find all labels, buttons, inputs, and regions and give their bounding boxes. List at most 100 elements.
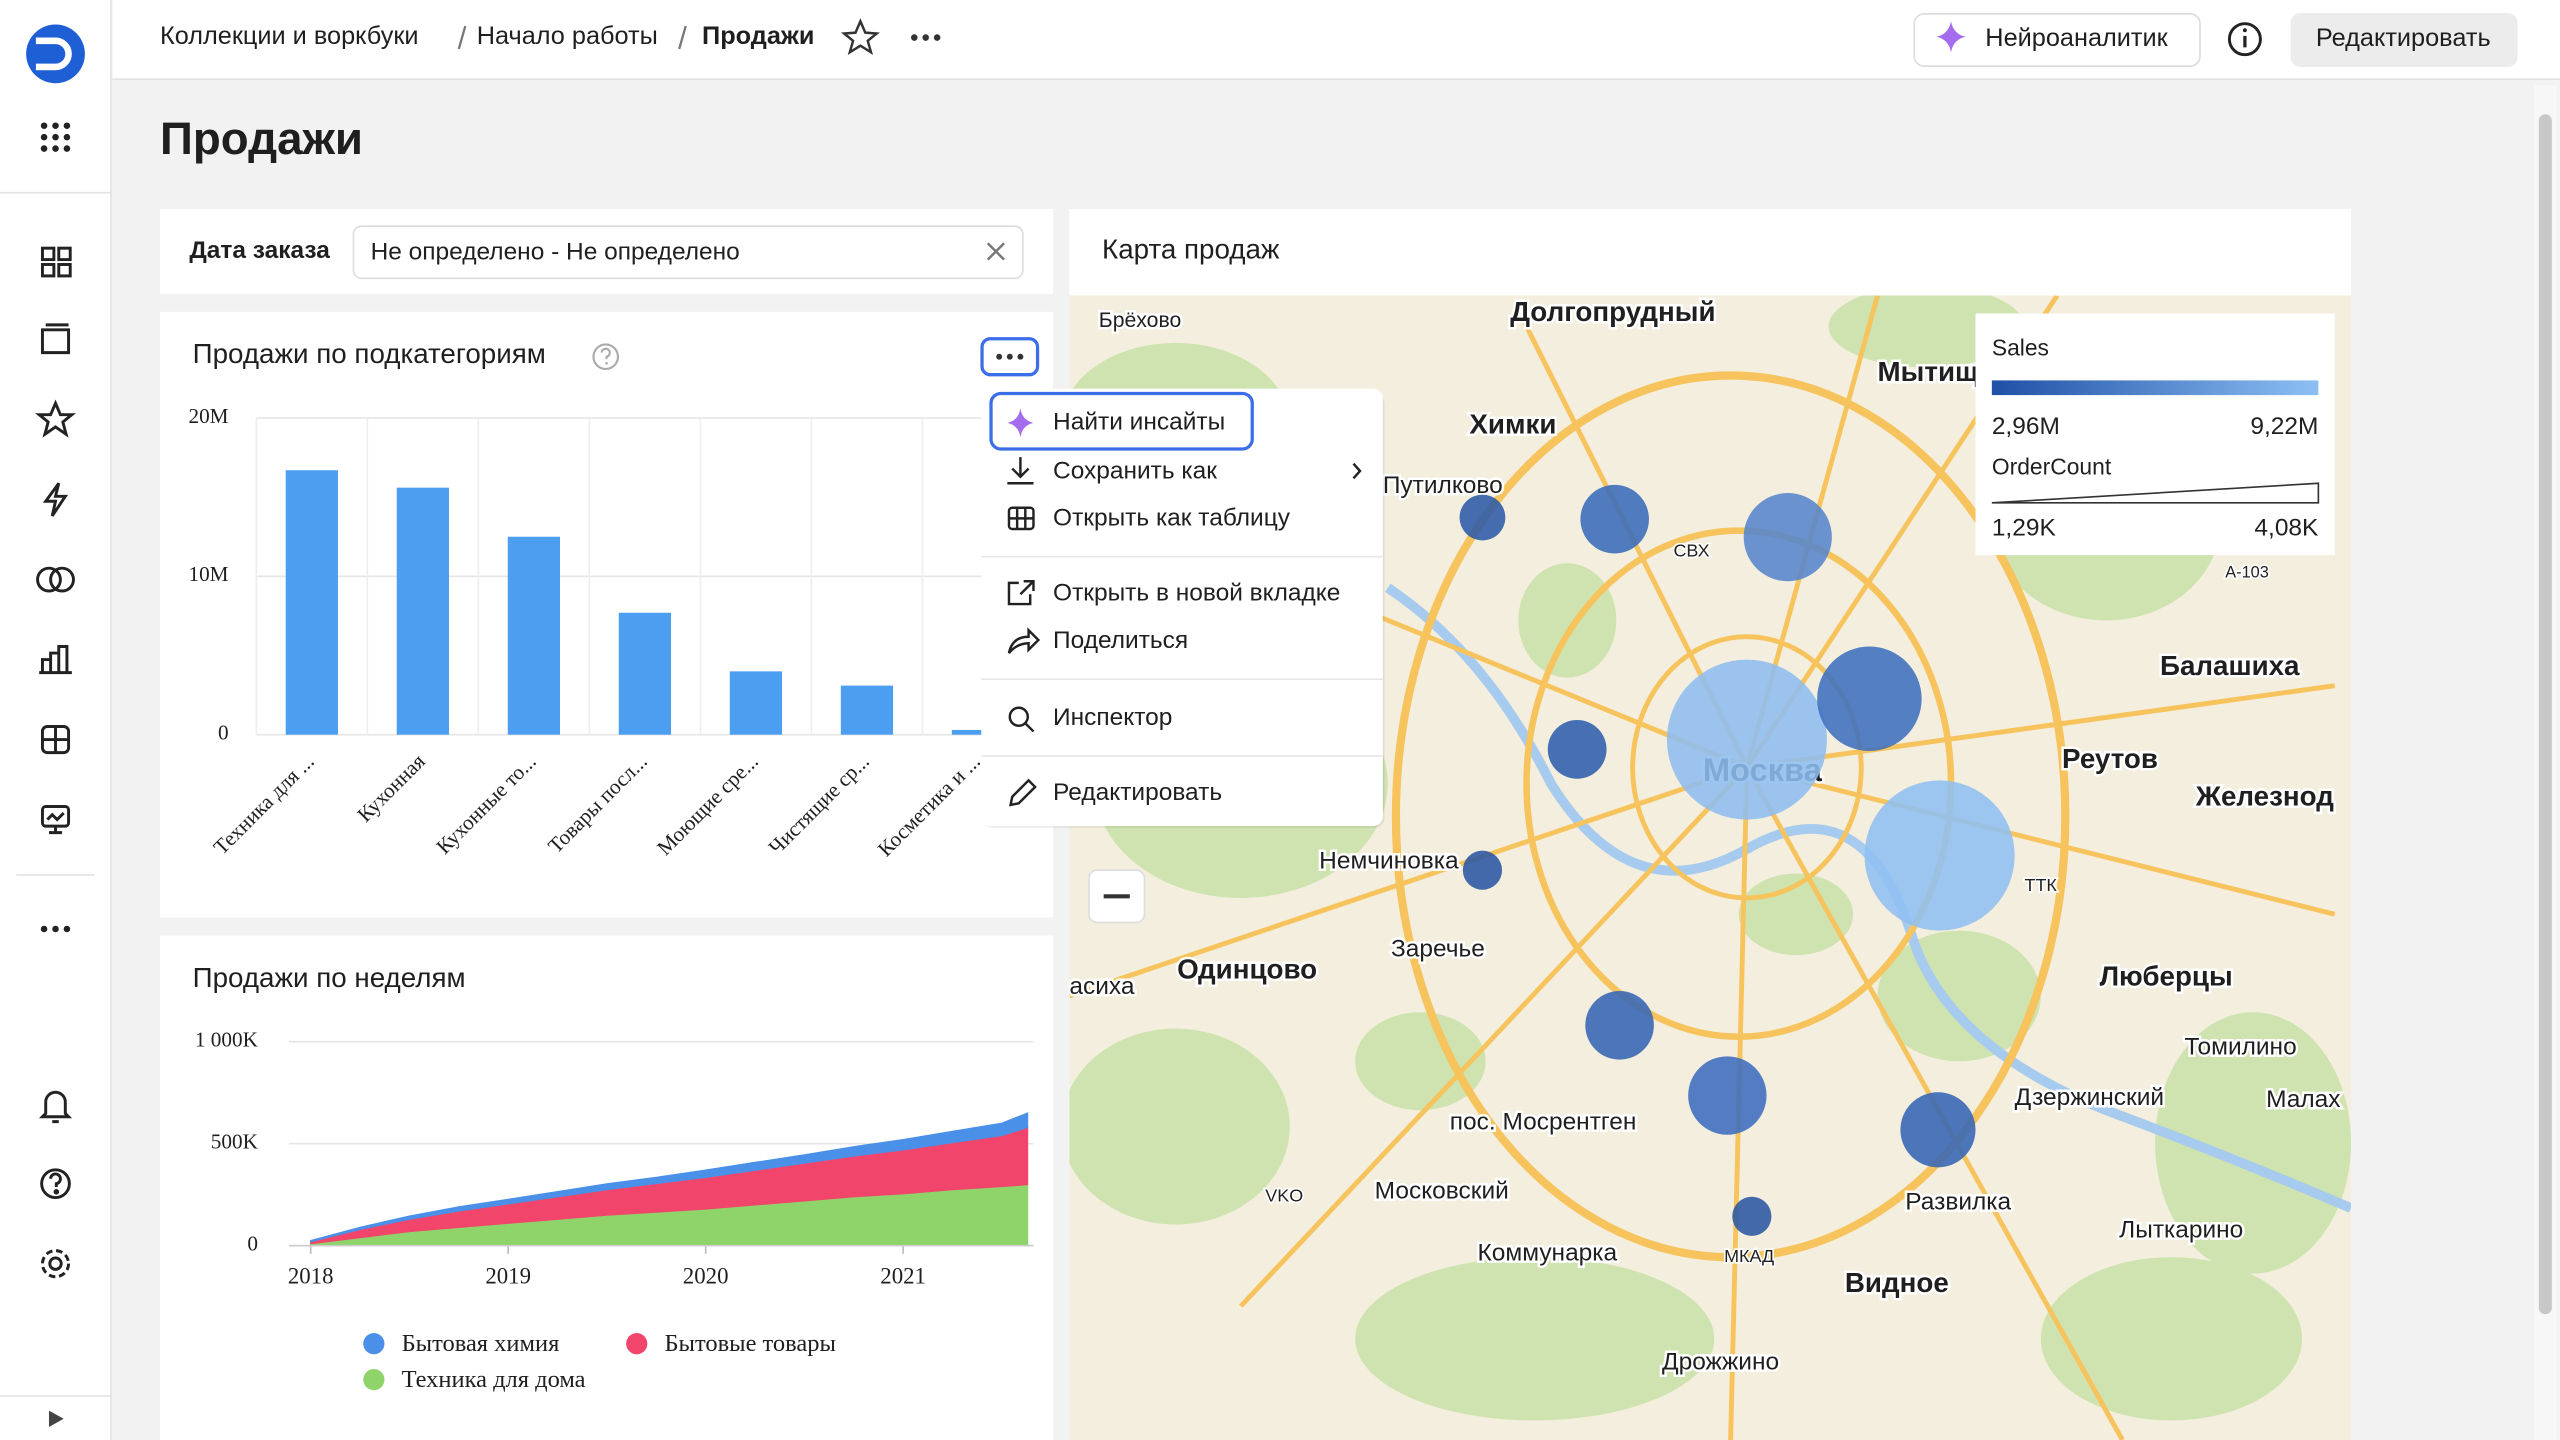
breadcrumb[interactable]: Начало работы bbox=[477, 22, 658, 50]
map-title: Карта продаж bbox=[1102, 234, 1280, 265]
settings-icon[interactable] bbox=[40, 1249, 71, 1279]
y-tick-label: 500K bbox=[211, 1130, 259, 1154]
y-tick-label: 0 bbox=[218, 721, 229, 745]
scrollbar-thumb[interactable] bbox=[2538, 114, 2552, 1315]
area-chart: 0 500K 1 000K 2018 2019 2020 2021 Бытовая химия… bbox=[195, 1028, 1034, 1393]
legend-max: 9,22M bbox=[2250, 413, 2318, 440]
logo[interactable] bbox=[26, 24, 85, 84]
map-bubble[interactable] bbox=[1580, 484, 1649, 554]
map-label: МКАД bbox=[1724, 1246, 1774, 1266]
map-legend bbox=[1975, 313, 2335, 556]
menu-item[interactable]: Редактировать bbox=[1053, 779, 1222, 806]
collections-icon[interactable] bbox=[40, 323, 71, 355]
favorites-icon[interactable] bbox=[35, 399, 76, 438]
map-bubble[interactable] bbox=[1864, 780, 2015, 931]
neuro-button[interactable] bbox=[1913, 13, 2201, 67]
menu-item[interactable]: Открыть в новой вкладке bbox=[1053, 580, 1340, 607]
monitor-icon[interactable] bbox=[40, 805, 71, 835]
chart-title: Продажи по подкатегориям bbox=[193, 338, 546, 369]
map-label: Одинцово bbox=[1177, 954, 1317, 985]
edit-button-label: Редактировать bbox=[2316, 24, 2491, 52]
connections-icon[interactable] bbox=[42, 482, 69, 517]
notifications-icon[interactable] bbox=[38, 1090, 73, 1124]
menu-item[interactable]: Открыть как таблицу bbox=[1053, 505, 1291, 532]
menu-item[interactable]: Сохранить как bbox=[1053, 457, 1217, 484]
legend-title: Sales bbox=[1992, 334, 2049, 360]
map-bubble[interactable] bbox=[1459, 494, 1506, 541]
legend-min: 1,29K bbox=[1992, 514, 2057, 541]
bar[interactable] bbox=[618, 612, 672, 735]
map-bubble[interactable] bbox=[1743, 493, 1832, 582]
map-label: Малах bbox=[2266, 1086, 2340, 1113]
map-bubble[interactable] bbox=[1817, 646, 1922, 752]
map-bubble[interactable] bbox=[1900, 1092, 1976, 1168]
charts-icon[interactable] bbox=[39, 645, 72, 675]
y-tick-label: 1 000K bbox=[195, 1028, 259, 1052]
map-bubble[interactable] bbox=[1462, 850, 1503, 890]
y-tick-label: 10M bbox=[188, 562, 228, 586]
legend-marker[interactable] bbox=[363, 1368, 385, 1391]
more-button[interactable] bbox=[911, 34, 941, 41]
map-bubble[interactable] bbox=[1547, 720, 1607, 779]
edit-button[interactable] bbox=[2290, 13, 2518, 67]
map-label: Заречье bbox=[1391, 936, 1485, 963]
x-tick-label: 2019 bbox=[485, 1264, 531, 1289]
y-tick-label: 0 bbox=[247, 1232, 258, 1256]
expand-icon[interactable] bbox=[48, 1410, 64, 1427]
map-bubble[interactable] bbox=[1585, 991, 1654, 1060]
context-menu: Найти инсайты Сохранить как Открыть как та… bbox=[981, 388, 1385, 828]
map-label: A-103 bbox=[2225, 563, 2269, 581]
x-tick-label: 2020 bbox=[683, 1264, 729, 1289]
area[interactable] bbox=[310, 1112, 1029, 1243]
map-label: Немчиновка bbox=[1319, 848, 1459, 875]
info-button[interactable] bbox=[2227, 22, 2262, 57]
bar[interactable] bbox=[285, 470, 338, 735]
apps-icon[interactable] bbox=[40, 122, 71, 152]
map-label: Балашиха bbox=[2160, 650, 2300, 681]
map-label: асиха bbox=[1069, 973, 1134, 1000]
dashboard-icon[interactable] bbox=[40, 246, 72, 278]
legend-label[interactable]: Бытовая химия bbox=[402, 1330, 560, 1357]
help-icon[interactable] bbox=[40, 1168, 71, 1200]
date-input[interactable] bbox=[352, 225, 1024, 280]
bar[interactable] bbox=[396, 487, 449, 735]
sidebar-icons bbox=[0, 24, 112, 1427]
legend-marker[interactable] bbox=[363, 1333, 385, 1355]
bar[interactable] bbox=[729, 671, 783, 735]
legend-marker[interactable] bbox=[626, 1333, 648, 1355]
map-label: Люберцы bbox=[2100, 960, 2233, 991]
more-icon[interactable] bbox=[40, 925, 71, 933]
x-tick-label: 2021 bbox=[880, 1264, 926, 1289]
menu-icons bbox=[1007, 457, 1362, 807]
bar[interactable] bbox=[951, 729, 1005, 735]
datasets-icon[interactable] bbox=[36, 566, 75, 593]
legend-title: OrderCount bbox=[1992, 454, 2112, 480]
favorite-button[interactable] bbox=[840, 18, 880, 55]
widgets-icon[interactable] bbox=[40, 725, 71, 755]
map-label: Коммунарка bbox=[1478, 1239, 1618, 1266]
bar[interactable] bbox=[840, 685, 894, 735]
map-label: Лыткарино bbox=[2119, 1216, 2243, 1243]
map-label: Московский bbox=[1375, 1177, 1509, 1204]
menu-body bbox=[981, 388, 1383, 827]
bar[interactable] bbox=[507, 536, 560, 735]
neuro-button-label: Нейроаналитик bbox=[1985, 24, 2168, 52]
legend-label[interactable]: Бытовые товары bbox=[664, 1330, 835, 1357]
menu-item[interactable]: Инспектор bbox=[1053, 704, 1172, 731]
map-label: СВХ bbox=[1673, 541, 1709, 561]
legend-label[interactable]: Техника для дома bbox=[402, 1366, 586, 1393]
map-label: Реутов bbox=[2062, 743, 2158, 774]
breadcrumb[interactable]: Коллекции и воркбуки bbox=[160, 22, 419, 50]
size-scale bbox=[1991, 482, 2320, 504]
map-labels: Брёхово Долгопрудный Мытищ Химки Путилково Мо… bbox=[1069, 296, 2343, 1379]
clear-button[interactable] bbox=[986, 242, 1005, 261]
hint-icon[interactable] bbox=[592, 343, 620, 371]
menu-item[interactable]: Найти инсайты bbox=[1053, 408, 1225, 435]
map-bubble[interactable] bbox=[1688, 1056, 1767, 1135]
sidebar bbox=[0, 0, 112, 1440]
menu-item[interactable]: Поделиться bbox=[1053, 627, 1188, 654]
map-label: ТТК bbox=[2024, 875, 2057, 895]
map-bubble[interactable] bbox=[1732, 1196, 1772, 1236]
map-bubble[interactable] bbox=[1666, 659, 1827, 820]
